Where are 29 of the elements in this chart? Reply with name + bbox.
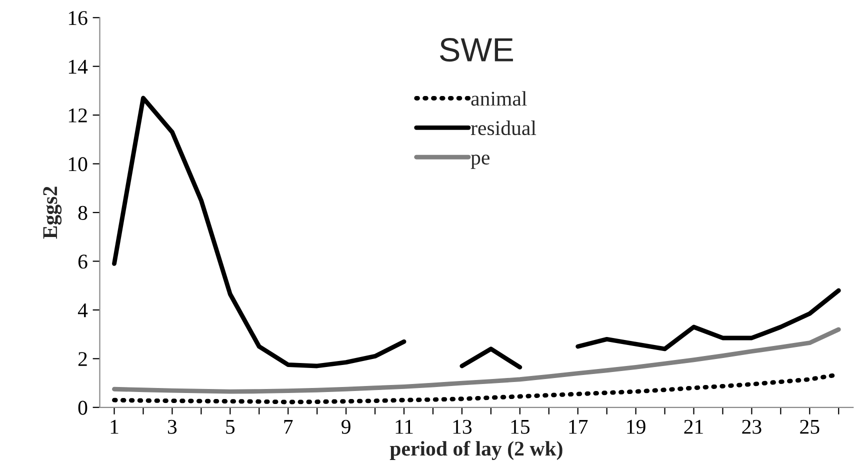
y-tick-label: 14 (68, 60, 88, 74)
y-tick-label: 6 (78, 254, 88, 269)
y-tick-label: 4 (78, 303, 88, 318)
x-tick-label: 17 (569, 420, 588, 434)
y-axis-title: Eggs2 (43, 186, 62, 239)
y-tick-label: 0 (78, 400, 88, 415)
y-tick-label: 10 (68, 157, 88, 172)
legend-label: animal (471, 91, 527, 106)
x-tick-label: 7 (284, 420, 293, 434)
legend-label: residual (470, 120, 536, 136)
y-tick-label: 2 (78, 352, 87, 366)
x-tick-label: 21 (684, 420, 703, 434)
x-tick-label: 25 (800, 420, 820, 434)
x-axis-title: period of lay (2 wk) (390, 440, 562, 460)
x-tick-label: 11 (396, 420, 413, 434)
line-series (112, 327, 841, 394)
x-tick-label: 3 (168, 420, 177, 434)
chart-title: SWE (440, 38, 513, 62)
legend-label: pe (470, 154, 490, 169)
x-tick-label: 13 (453, 420, 472, 434)
x-tick-label: 9 (342, 420, 350, 434)
y-tick-label: 12 (68, 108, 87, 122)
y-tick-label: 8 (78, 206, 88, 220)
x-tick-label: 19 (627, 420, 646, 434)
x-tick-label: 23 (742, 420, 762, 434)
x-tick-label: 15 (511, 420, 530, 434)
x-tick-label: 1 (110, 420, 118, 434)
x-tick-label: 5 (226, 420, 235, 434)
y-tick-label: 16 (68, 11, 88, 26)
